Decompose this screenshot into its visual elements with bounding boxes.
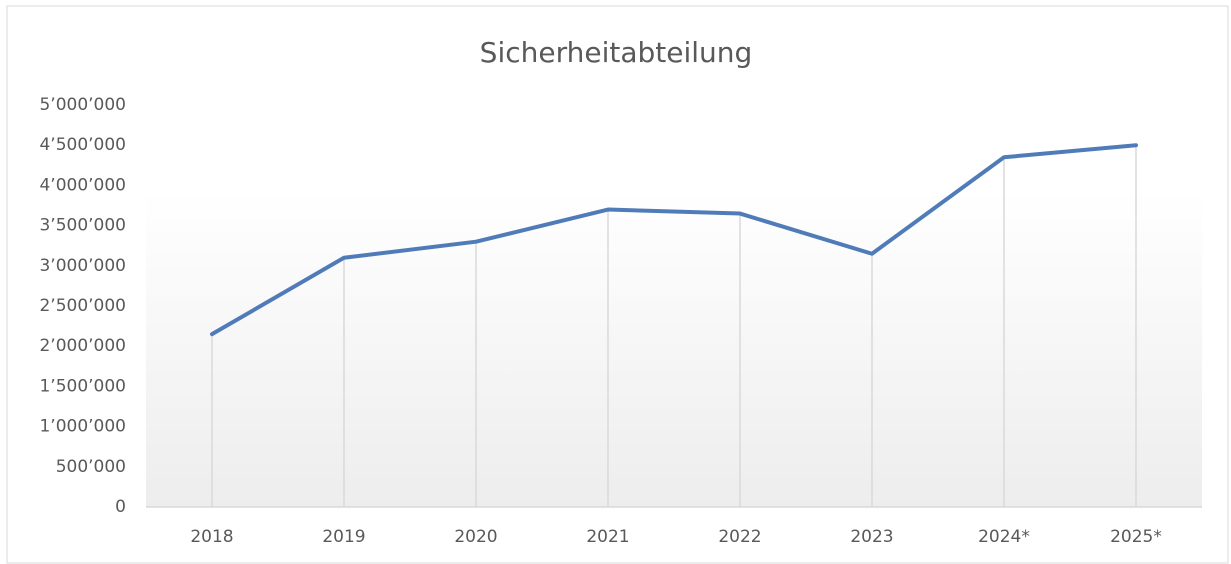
y-tick-label: 3’500’000 bbox=[39, 216, 126, 236]
y-tick-label: 5’000’000 bbox=[39, 95, 126, 115]
y-tick-label: 500’000 bbox=[56, 457, 126, 477]
x-tick-label: 2018 bbox=[190, 527, 233, 547]
chart-title: Sicherheitabteilung bbox=[480, 36, 753, 69]
data-line bbox=[210, 143, 1138, 337]
y-tick-label: 4’000’000 bbox=[39, 175, 126, 195]
y-tick-label: 1’000’000 bbox=[39, 417, 126, 437]
y-tick-label: 0 bbox=[115, 497, 126, 517]
y-tick-label: 1’500’000 bbox=[39, 376, 126, 396]
plot-background bbox=[146, 190, 1202, 507]
x-tick-label: 2020 bbox=[454, 527, 497, 547]
y-tick-label: 3’000’000 bbox=[39, 256, 126, 276]
y-tick-label: 2’000’000 bbox=[39, 336, 126, 356]
y-tick-label: 4’500’000 bbox=[39, 135, 126, 155]
x-tick-label: 2019 bbox=[322, 527, 365, 547]
x-tick-label: 2022 bbox=[718, 527, 761, 547]
x-tick-label: 2024* bbox=[978, 527, 1030, 547]
x-tick-label: 2023 bbox=[850, 527, 893, 547]
y-tick-label: 2’500’000 bbox=[39, 296, 126, 316]
x-tick-label: 2021 bbox=[586, 527, 629, 547]
x-tick-label: 2025* bbox=[1110, 527, 1162, 547]
